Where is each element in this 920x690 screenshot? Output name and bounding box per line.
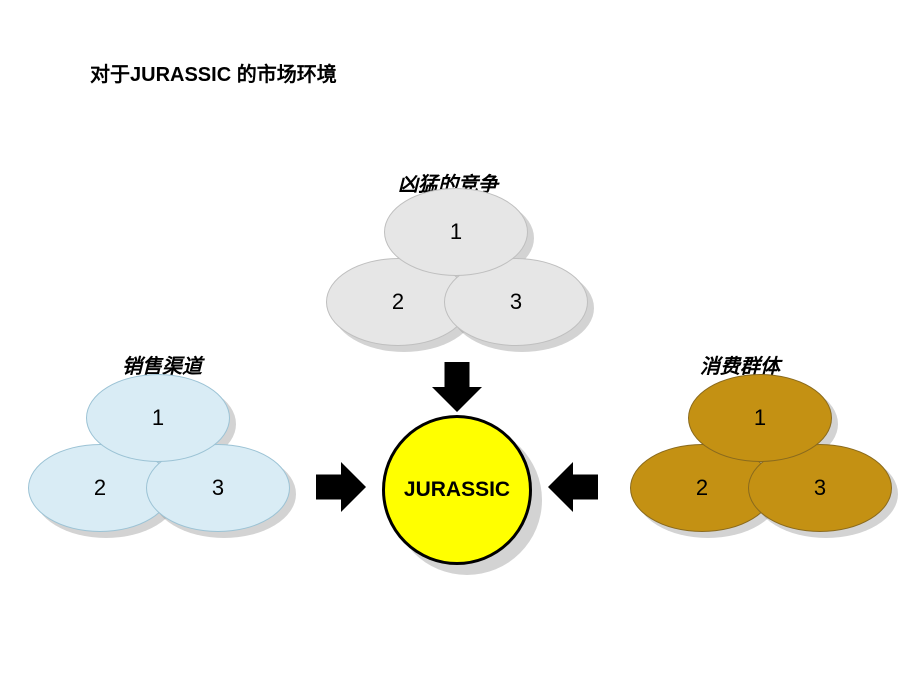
cluster-left-e2-num: 2	[94, 475, 106, 501]
cluster-top-e2-num: 2	[392, 289, 404, 315]
cluster-left-e1-num: 1	[152, 405, 164, 431]
cluster-left-e3-num: 3	[212, 475, 224, 501]
cluster-top-e1-num: 1	[450, 219, 462, 245]
cluster-right-e2-num: 2	[696, 475, 708, 501]
arrow-left	[316, 462, 366, 512]
center-label: JURASSIC	[404, 478, 510, 502]
diagram-title: 对于JURASSIC 的市场环境	[90, 58, 337, 87]
cluster-top-e1: 1	[384, 188, 528, 276]
cluster-right-e1-num: 1	[754, 405, 766, 431]
arrow-right	[548, 462, 598, 512]
cluster-right-e3-num: 3	[814, 475, 826, 501]
cluster-left-e1: 1	[86, 374, 230, 462]
cluster-top-e3-num: 3	[510, 289, 522, 315]
cluster-right-e1: 1	[688, 374, 832, 462]
center-circle: JURASSIC	[382, 415, 532, 565]
arrow-top	[432, 362, 482, 412]
